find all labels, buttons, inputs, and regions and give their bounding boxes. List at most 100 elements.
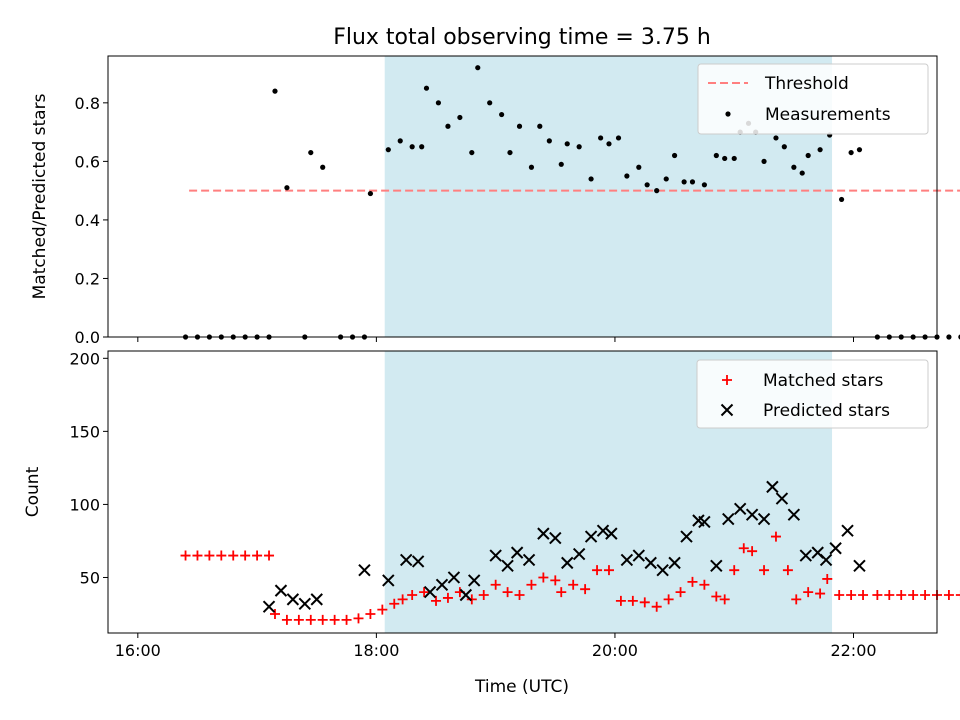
- matched-star-point: [782, 565, 793, 576]
- predicted-star-point: [358, 563, 371, 577]
- matched-star-point: [834, 590, 845, 601]
- predicted-star-point: [722, 512, 735, 526]
- measurement-point: [397, 138, 403, 144]
- matched-star-point: [920, 590, 931, 601]
- top-y-axis-label: Matched/Predicted stars: [30, 93, 50, 299]
- top-legend-box: [697, 63, 929, 135]
- measurement-point: [713, 152, 719, 159]
- matched-star-point: [216, 550, 227, 561]
- measurement-point: [773, 135, 779, 141]
- top-y-tick-label: 0.8: [75, 94, 100, 113]
- matched-star-point: [228, 550, 239, 561]
- matched-star-point: [252, 550, 263, 561]
- predicted-star-point: [274, 584, 288, 597]
- measurement-point: [423, 85, 430, 91]
- x-tick-label: 18:00: [353, 641, 399, 660]
- matched-star-point: [747, 546, 758, 557]
- bottom-panel: 5010015020016:0018:0020:0022:0000:0002:0…: [23, 349, 960, 660]
- matched-star-point: [770, 531, 781, 542]
- matched-star-point: [815, 588, 826, 599]
- matched-star-point: [943, 590, 954, 601]
- top-axes-frame: [107, 55, 938, 338]
- top-y-tick-label: 0.2: [75, 269, 100, 288]
- matched-star-point: [615, 595, 626, 606]
- measurement-point: [946, 334, 952, 340]
- matched-star-point: [293, 614, 304, 625]
- matched-star-point: [908, 590, 919, 601]
- matched-star-point: [822, 573, 833, 584]
- legend-predicted-label: Predicted stars: [763, 401, 890, 421]
- predicted-star-point: [853, 559, 866, 572]
- predicted-star-point: [423, 585, 437, 599]
- measurement-point: [701, 182, 708, 188]
- measurement-point: [781, 144, 787, 150]
- predicted-star-point: [510, 546, 524, 559]
- bottom-legend-box: [696, 359, 929, 429]
- measurement-point: [308, 149, 314, 156]
- predicted-star-point: [298, 597, 312, 610]
- bottom-y-tick-label: 200: [69, 349, 100, 368]
- predicted-star-point: [489, 549, 502, 562]
- measurement-point: [516, 123, 523, 129]
- matched-star-point: [550, 575, 561, 586]
- bottom-y-tick-label: 150: [69, 422, 100, 441]
- matched-star-point: [305, 614, 316, 625]
- matched-star-point: [955, 590, 960, 601]
- x-tick-label: 16:00: [115, 641, 161, 660]
- predicted-star-point: [537, 527, 550, 540]
- predicted-star-point: [632, 549, 646, 562]
- predicted-star-point: [262, 600, 276, 613]
- matched-star-point: [738, 543, 749, 554]
- predicted-star-point: [584, 530, 598, 543]
- predicted-star-point: [710, 559, 723, 572]
- matched-star-point: [538, 572, 549, 583]
- measurement-point: [624, 173, 630, 179]
- measurement-point: [722, 155, 728, 162]
- predicted-star-point: [745, 508, 759, 521]
- measurement-point: [848, 149, 854, 156]
- top-y-tick-label: 0.4: [75, 211, 100, 230]
- matched-star-point: [329, 614, 340, 625]
- matched-star-point: [896, 590, 907, 601]
- matched-star-point: [675, 587, 686, 598]
- matched-star-point: [556, 587, 567, 598]
- top-legend: Threshold Measurements: [697, 63, 929, 135]
- legend-predicted-swatch: [720, 403, 734, 417]
- measurement-point: [671, 152, 678, 159]
- measurement-point: [644, 182, 650, 188]
- predicted-star-point: [411, 555, 425, 568]
- matched-star-point: [204, 550, 215, 561]
- matched-star-point: [846, 590, 857, 601]
- matched-star-point: [341, 614, 352, 625]
- matched-star-point: [627, 595, 638, 606]
- measurement-point: [419, 144, 425, 150]
- top-panel: 0.0 0.2 0.4 0.6 0.8 Matched/Predicted stars Th…: [30, 55, 960, 347]
- top-y-tick-label: 0.6: [75, 152, 100, 171]
- matched-star-point: [884, 590, 895, 601]
- predicted-star-point: [561, 556, 574, 570]
- matched-star-point: [759, 565, 770, 576]
- predicted-star-point: [829, 542, 842, 555]
- measurement-point: [385, 147, 391, 153]
- matched-star-point: [264, 550, 275, 561]
- matched-star-point: [711, 591, 722, 602]
- matched-star-point: [377, 604, 388, 615]
- matched-star-point: [490, 579, 501, 590]
- measurement-point: [654, 188, 660, 194]
- measurement-point: [435, 100, 442, 106]
- chart-title: Flux total observing time = 3.75 h: [333, 25, 711, 50]
- measurement-point: [636, 164, 642, 170]
- matched-star-point: [269, 609, 280, 620]
- measurement-point: [537, 123, 543, 129]
- measurement-point: [564, 141, 570, 147]
- matched-star-point: [568, 579, 579, 590]
- matched-star-point: [502, 587, 513, 598]
- measurement-point: [856, 147, 863, 153]
- predicted-star-point: [680, 530, 693, 543]
- matched-star-point: [663, 594, 674, 605]
- predicted-star-point: [733, 502, 747, 516]
- predicted-star-point: [382, 574, 395, 587]
- legend-matched-swatch: [722, 375, 732, 385]
- matched-star-point: [353, 613, 364, 624]
- measurement-point: [499, 111, 505, 118]
